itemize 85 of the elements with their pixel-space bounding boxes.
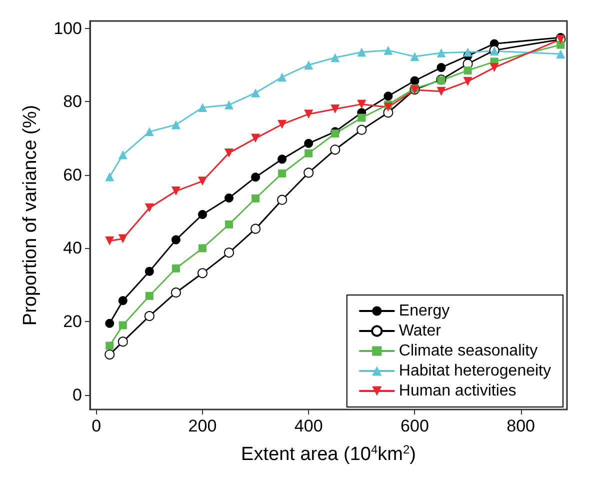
point: [171, 235, 180, 244]
point: [225, 220, 234, 228]
x-tick-label: 400: [294, 416, 323, 436]
point: [224, 248, 234, 258]
y-tick-label: 100: [54, 18, 82, 38]
point: [490, 63, 499, 72]
y-tick-label: 40: [63, 238, 82, 258]
point: [330, 144, 340, 155]
x-tick-label: 200: [188, 416, 217, 436]
point: [357, 100, 366, 109]
point: [464, 66, 472, 74]
point: [384, 102, 393, 112]
point: [251, 134, 260, 143]
point: [357, 48, 366, 57]
point: [144, 127, 154, 136]
point: [118, 234, 128, 244]
point: [383, 108, 394, 118]
point: [277, 194, 288, 205]
point: [118, 150, 128, 160]
legend-label: Water: [398, 322, 442, 340]
point: [436, 86, 446, 96]
point: [224, 194, 234, 203]
point: [410, 76, 420, 86]
y-tick-label: 0: [72, 385, 82, 404]
point: [556, 40, 565, 49]
y-tick-label: 20: [63, 312, 82, 332]
point: [278, 169, 286, 178]
point: [278, 154, 287, 164]
point: [278, 72, 287, 82]
point: [172, 264, 180, 272]
point: [463, 76, 472, 86]
point: [252, 194, 260, 202]
point: [463, 48, 472, 57]
point: [198, 176, 207, 186]
y-tick-label: 60: [63, 165, 82, 184]
x-tick-label: 600: [400, 416, 429, 436]
point: [197, 268, 208, 278]
point: [170, 288, 181, 298]
legend-label: Human activities: [398, 382, 516, 400]
legend-label: Climate seasonality: [398, 342, 538, 360]
point: [251, 172, 260, 182]
point: [304, 168, 314, 178]
point: [118, 296, 128, 306]
legend-label: Energy: [398, 302, 450, 320]
point: [436, 63, 446, 72]
point: [330, 53, 340, 62]
point: [304, 149, 313, 158]
point: [106, 342, 114, 350]
point: [144, 203, 154, 212]
point: [356, 124, 367, 135]
point: [145, 292, 154, 300]
x-tick-label: 0: [92, 416, 102, 436]
point: [304, 138, 314, 148]
point: [330, 104, 340, 114]
point: [224, 100, 234, 110]
point: [358, 114, 366, 122]
point: [198, 244, 206, 252]
point: [144, 311, 154, 322]
point: [304, 110, 314, 119]
point: [171, 186, 180, 196]
point: [278, 120, 287, 129]
point: [105, 236, 114, 246]
point: [171, 120, 180, 130]
point: [118, 321, 127, 330]
point: [384, 46, 393, 55]
point: [384, 92, 393, 101]
point: [224, 148, 234, 158]
y-axis-title: Proportion of variance (%): [20, 104, 41, 326]
point: [144, 266, 154, 276]
point: [556, 49, 566, 58]
legend-label: Habitat heterogeneity: [398, 362, 552, 380]
point: [105, 172, 114, 182]
point: [105, 318, 114, 328]
point: [250, 224, 261, 234]
point: [104, 350, 115, 360]
point: [410, 52, 420, 62]
point: [198, 102, 207, 112]
point: [331, 130, 340, 138]
y-tick-label: 80: [63, 92, 82, 112]
point: [118, 336, 128, 347]
point: [251, 88, 260, 98]
x-tick-label: 800: [506, 416, 536, 436]
point: [436, 48, 446, 58]
point: [198, 210, 207, 220]
point: [304, 60, 314, 70]
